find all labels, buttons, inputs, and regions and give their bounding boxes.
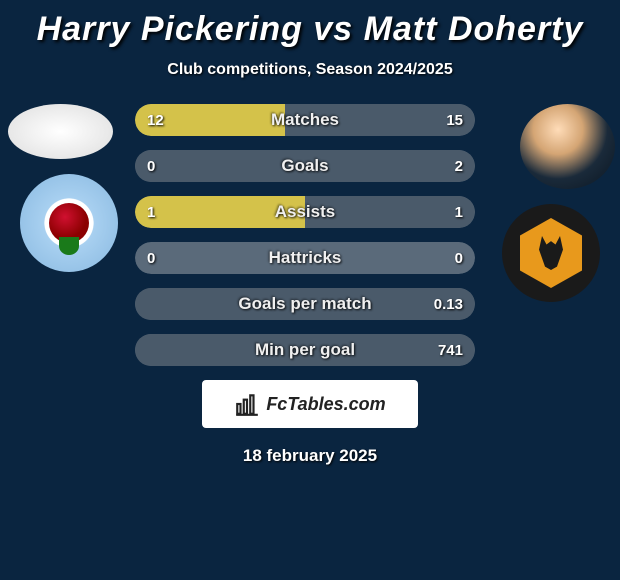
bar-label: Min per goal — [135, 334, 475, 366]
club-badge-right — [502, 204, 600, 302]
bar-label: Assists — [135, 196, 475, 228]
comparison-content: Matches1215Goals02Assists11Hattricks00Go… — [0, 104, 620, 366]
wolves-wolf-icon — [536, 236, 566, 270]
bar-label: Matches — [135, 104, 475, 136]
bar-value-right: 741 — [438, 334, 463, 366]
page-title: Harry Pickering vs Matt Doherty — [0, 0, 620, 49]
bar-label: Goals per match — [135, 288, 475, 320]
bar-value-right: 2 — [455, 150, 463, 182]
stat-bar-row: Matches12 15 — [135, 104, 475, 136]
bar-label: Goals — [135, 150, 475, 182]
player-photo-left — [8, 104, 113, 159]
player-photo-right — [520, 104, 615, 189]
bar-label: Hattricks — [135, 242, 475, 274]
stat-bar-row: Assists1 1 — [135, 196, 475, 228]
stat-bar-row: Goals per match0.13 — [135, 288, 475, 320]
club-badge-left — [20, 174, 118, 272]
bar-value-left: 12 — [147, 104, 164, 136]
branding-badge: FcTables.com — [202, 380, 418, 428]
date-stamp: 18 february 2025 — [0, 446, 620, 466]
bar-value-right: 15 — [446, 104, 463, 136]
stat-bars: Matches1215Goals02Assists11Hattricks00Go… — [135, 104, 475, 366]
branding-text: FcTables.com — [266, 394, 385, 415]
bar-value-right: 0.13 — [434, 288, 463, 320]
bar-value-right: 0 — [455, 242, 463, 274]
stat-bar-row: Hattricks0 0 — [135, 242, 475, 274]
page-subtitle: Club competitions, Season 2024/2025 — [0, 61, 620, 79]
blackburn-rose-icon — [49, 203, 89, 243]
bar-value-left: 0 — [147, 150, 155, 182]
wolves-hex-icon — [520, 218, 582, 288]
bar-value-right: 1 — [455, 196, 463, 228]
stat-bar-row: Min per goal741 — [135, 334, 475, 366]
stat-bar-row: Goals0 2 — [135, 150, 475, 182]
bar-value-left: 0 — [147, 242, 155, 274]
chart-icon — [234, 391, 260, 417]
bar-value-left: 1 — [147, 196, 155, 228]
